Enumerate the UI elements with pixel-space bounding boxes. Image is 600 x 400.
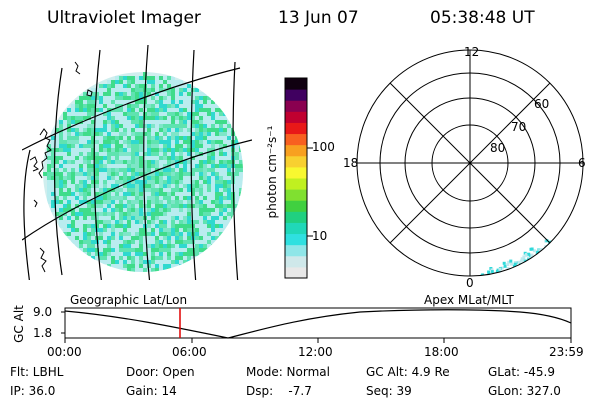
colorbar-segment (285, 144, 307, 157)
colorbar-segment (285, 222, 307, 235)
time-tick-0600: 06:00 (172, 345, 207, 359)
status-seq: Seq: 39 (366, 384, 412, 398)
emission-pixels (43, 72, 243, 272)
time-tick-0000: 00:00 (47, 345, 82, 359)
polar-diag-2 (389, 82, 551, 244)
altitude-y-title: GC Alt (12, 305, 26, 343)
status-gc-alt: GC Alt: 4.9 Re (366, 365, 450, 379)
colorbar-segment (285, 155, 307, 168)
time-tick-1800: 18:00 (424, 345, 459, 359)
status-ip: IP: 36.0 (10, 384, 56, 398)
colorbar-tick-10: 10 (312, 229, 328, 243)
colorbar-segment (285, 166, 307, 179)
colorbar-segment (285, 255, 307, 268)
mlat-label-60: 60 (534, 97, 550, 111)
status-glon: GLon: 327.0 (488, 384, 561, 398)
status-gain: Gain: 14 (126, 384, 177, 398)
altitude-tick-1.8: 1.8 (33, 326, 53, 340)
colorbar-segment (285, 200, 307, 212)
colorbar-segment (285, 89, 307, 101)
polar-map (356, 49, 584, 277)
status-mode: Mode: Normal (246, 365, 330, 379)
coastline (29, 61, 93, 273)
colorbar-segment (285, 266, 307, 279)
colorbar-tick-100: 100 (312, 140, 335, 154)
date-label: 13 Jun 07 (278, 8, 359, 28)
mlat-label-70: 70 (511, 120, 527, 134)
altitude-tick-9: 9.0 (33, 305, 53, 319)
colorbar-segment (285, 100, 307, 112)
geographic-label: Geographic Lat/Lon (70, 293, 188, 307)
status-filter: Flt: LBHL (10, 365, 64, 379)
colorbar-segment (285, 178, 307, 190)
meridian-lines (23, 44, 239, 280)
mlt-label-6: 6 (578, 156, 586, 170)
colorbar-segment (285, 111, 307, 123)
colorbar-segment (285, 78, 307, 90)
apex-label: Apex MLat/MLT (424, 293, 514, 307)
globe-map (22, 44, 252, 280)
time-tick-1200: 12:00 (298, 345, 333, 359)
colorbar-segment (285, 133, 307, 146)
colorbar-segment (285, 211, 307, 223)
colorbar (284, 77, 313, 279)
mlt-label-18: 18 (343, 156, 359, 170)
status-glat: GLat: -45.9 (488, 365, 555, 379)
colorbar-segment (285, 189, 307, 201)
colorbar-segment (285, 233, 307, 246)
altitude-plot (61, 307, 572, 343)
colorbar-unit-label: photon cm⁻²s⁻¹ (265, 125, 279, 219)
status-door: Door: Open (126, 365, 195, 379)
instrument-title: Ultraviolet Imager (47, 8, 201, 28)
polar-emission (480, 230, 577, 276)
time-label: 05:38:48 UT (430, 8, 535, 28)
colorbar-segment (285, 244, 307, 257)
colorbar-segment (285, 122, 307, 135)
mlt-label-0: 0 (466, 276, 474, 290)
mlat-label-80: 80 (490, 141, 506, 155)
status-dsp: Dsp: -7.7 (246, 384, 312, 398)
time-tick-2359: 23:59 (549, 345, 584, 359)
mlt-label-12: 12 (464, 45, 480, 59)
